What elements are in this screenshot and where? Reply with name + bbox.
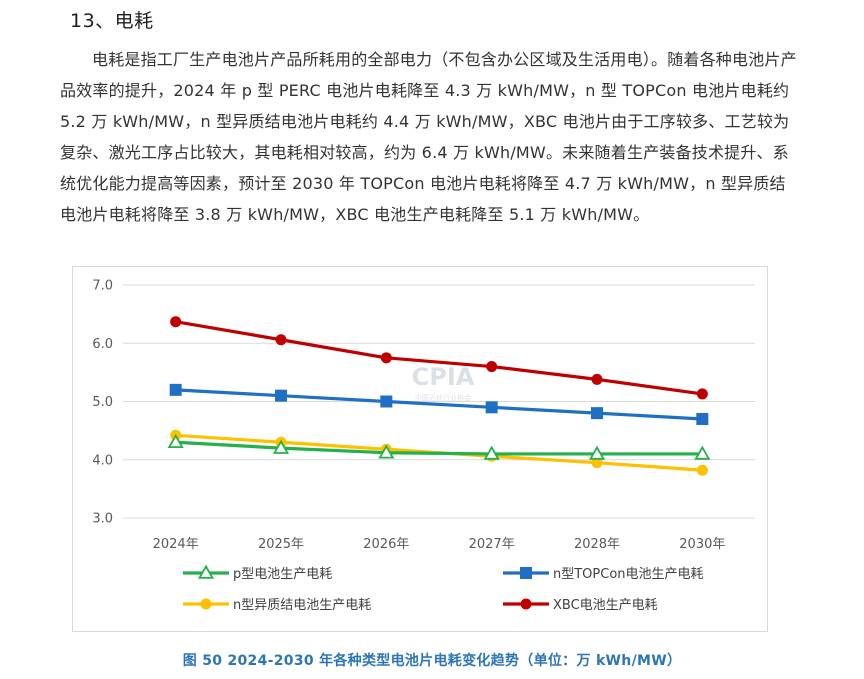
x-tick-label: 2027年 [469, 537, 515, 552]
legend-item: p型电池生产电耗 [183, 564, 332, 582]
section-heading: 13、电耗 [70, 10, 154, 32]
data-point [485, 401, 498, 414]
watermark-logo: CPIA 中国光伏行业协会 [412, 363, 475, 402]
data-point [696, 412, 709, 425]
y-tick-label: 7.0 [92, 279, 113, 294]
data-point [272, 439, 290, 454]
data-point [380, 395, 393, 408]
data-point [380, 352, 392, 364]
data-point [275, 334, 287, 346]
data-point [694, 445, 711, 460]
x-tick-label: 2025年 [258, 537, 304, 552]
legend-item: XBC电池生产电耗 [503, 598, 658, 613]
x-tick-label: 2024年 [153, 537, 199, 552]
line-chart: 3.0 4.0 5.0 6.0 7.0 2024年 2025年 2026年 2027年 2028年… [92, 279, 755, 613]
data-point [591, 373, 603, 385]
data-point [169, 383, 182, 396]
data-point [591, 457, 603, 469]
data-point [483, 445, 500, 460]
legend-item: n型TOPCon电池生产电耗 [503, 567, 704, 582]
chart-container: 3.0 4.0 5.0 6.0 7.0 2024年 2025年 2026年 2027年 2028年… [72, 266, 768, 632]
legend-label: p型电池生产电耗 [233, 567, 332, 582]
legend-marker [520, 567, 532, 579]
y-tick-label: 6.0 [92, 337, 113, 352]
data-point [591, 407, 603, 420]
legend-label: XBC电池生产电耗 [553, 598, 658, 613]
legend-label: n型异质结电池生产电耗 [233, 598, 371, 613]
data-point [696, 464, 708, 476]
legend-marker [197, 564, 215, 579]
series-line [175, 320, 703, 396]
figure-caption: 图 50 2024-2030 年各种类型电池片电耗变化趋势（单位：万 kWh/M… [182, 653, 682, 669]
data-point [696, 388, 708, 400]
data-point [588, 445, 606, 460]
series-line [175, 440, 703, 456]
legend-marker [520, 598, 532, 610]
x-tick-label: 2028年 [574, 537, 620, 552]
y-tick-label: 5.0 [92, 395, 113, 410]
legend-label: n型TOPCon电池生产电耗 [553, 567, 704, 582]
y-tick-label: 3.0 [92, 512, 113, 527]
legend-item: n型异质结电池生产电耗 [183, 598, 371, 613]
data-point [167, 433, 184, 449]
data-point [378, 444, 395, 459]
series-line [175, 388, 703, 421]
watermark-subtext: 中国光伏行业协会 [415, 393, 471, 402]
body-paragraph: 电耗是指工厂生产电池片产品所耗用的全部电力（不包含办公区域及生活用电）。随着各种… [60, 50, 797, 224]
data-point [170, 316, 182, 328]
legend-marker [200, 598, 212, 610]
x-tick-label: 2026年 [363, 537, 409, 552]
watermark-text: CPIA [412, 363, 475, 391]
y-tick-label: 4.0 [92, 453, 113, 468]
x-tick-label: 2030年 [679, 537, 725, 552]
data-point [275, 389, 287, 402]
data-point [486, 361, 498, 373]
